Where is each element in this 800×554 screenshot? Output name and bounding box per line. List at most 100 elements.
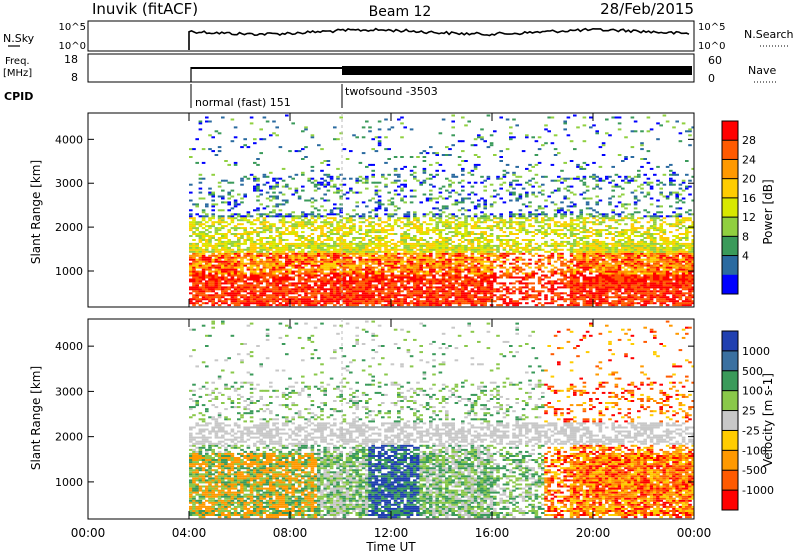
heatmap-cell bbox=[345, 260, 350, 263]
heatmap-cell bbox=[585, 278, 590, 281]
heatmap-cell bbox=[509, 276, 513, 279]
heatmap-cell bbox=[285, 288, 289, 291]
heatmap-cell bbox=[528, 163, 532, 166]
heatmap-cell bbox=[387, 213, 391, 216]
heatmap-cell bbox=[464, 225, 468, 228]
heatmap-cell bbox=[339, 252, 343, 255]
heatmap-cell bbox=[294, 254, 299, 257]
heatmap-cell bbox=[429, 258, 433, 261]
heatmap-cell bbox=[483, 217, 487, 220]
heatmap-cell bbox=[489, 229, 494, 232]
heatmap-cell bbox=[541, 211, 545, 214]
heatmap-cell bbox=[550, 274, 555, 277]
heatmap-cell bbox=[573, 278, 577, 281]
heatmap-cell bbox=[534, 246, 539, 249]
heatmap-cell bbox=[304, 199, 308, 202]
heatmap-cell bbox=[384, 294, 388, 297]
heatmap-cell bbox=[569, 280, 574, 283]
heatmap-cell bbox=[237, 233, 241, 235]
heatmap-cell bbox=[473, 300, 478, 303]
heatmap-cell bbox=[518, 217, 523, 220]
heatmap-cell bbox=[518, 225, 523, 228]
heatmap-cell bbox=[249, 288, 254, 291]
heatmap-cell bbox=[505, 250, 510, 253]
heatmap-cell bbox=[557, 292, 561, 295]
heatmap-cell bbox=[269, 225, 273, 228]
heatmap-cell bbox=[262, 294, 267, 297]
heatmap-cell bbox=[579, 237, 583, 239]
heatmap-cell bbox=[521, 227, 526, 230]
heatmap-cell bbox=[579, 260, 583, 263]
heatmap-cell bbox=[249, 268, 254, 271]
heatmap-cell bbox=[467, 197, 471, 200]
heatmap-cell bbox=[464, 256, 468, 259]
heatmap-cell bbox=[368, 229, 372, 232]
heatmap-cell bbox=[233, 292, 238, 295]
heatmap-cell bbox=[486, 215, 491, 218]
heatmap-cell bbox=[301, 276, 305, 279]
heatmap-cell bbox=[576, 262, 580, 265]
heatmap-cell bbox=[537, 191, 542, 194]
heatmap-cell bbox=[464, 246, 468, 249]
heatmap-cell bbox=[377, 219, 382, 222]
heatmap-cell bbox=[409, 244, 414, 247]
heatmap-cell bbox=[473, 239, 478, 241]
heatmap-cell bbox=[310, 302, 315, 305]
heatmap-cell bbox=[438, 217, 443, 220]
heatmap-cell bbox=[451, 302, 455, 305]
heatmap-cell bbox=[448, 237, 452, 239]
heatmap-cell bbox=[323, 298, 327, 301]
heatmap-cell bbox=[502, 302, 507, 305]
heatmap-cell bbox=[304, 254, 308, 257]
heatmap-cell bbox=[208, 282, 212, 285]
heatmap-cell bbox=[208, 227, 212, 230]
heatmap-cell bbox=[323, 233, 327, 235]
heatmap-cell bbox=[269, 304, 273, 307]
heatmap-cell bbox=[259, 288, 263, 291]
heatmap-cell bbox=[557, 254, 561, 257]
heatmap-cell bbox=[227, 262, 231, 265]
heatmap-cell bbox=[310, 221, 315, 224]
heatmap-cell bbox=[371, 242, 375, 245]
heatmap-cell bbox=[384, 177, 388, 180]
heatmap-cell bbox=[256, 227, 260, 230]
heatmap-cell bbox=[419, 290, 423, 293]
heatmap-cell bbox=[435, 290, 439, 293]
heatmap-cell bbox=[339, 229, 343, 232]
heatmap-cell bbox=[425, 270, 430, 273]
heatmap-cell bbox=[262, 183, 267, 186]
heatmap-cell bbox=[413, 246, 417, 249]
heatmap-cell bbox=[265, 246, 270, 249]
heatmap-cell bbox=[429, 173, 433, 176]
heatmap-cell bbox=[381, 229, 385, 232]
heatmap-cell bbox=[489, 274, 494, 277]
heatmap-cell bbox=[448, 191, 452, 194]
heatmap-cell bbox=[576, 217, 580, 220]
heatmap-cell bbox=[480, 252, 484, 255]
heatmap-cell bbox=[582, 304, 587, 307]
heatmap-cell bbox=[355, 272, 359, 275]
heatmap-cell bbox=[192, 246, 196, 249]
heatmap-cell bbox=[304, 280, 308, 283]
heatmap-cell bbox=[563, 300, 567, 303]
heatmap-cell bbox=[265, 215, 270, 218]
heatmap-cell bbox=[467, 242, 471, 245]
heatmap-cell bbox=[259, 246, 263, 249]
heatmap-cell bbox=[432, 207, 436, 210]
heatmap-cell bbox=[381, 262, 385, 265]
heatmap-cell bbox=[387, 128, 391, 131]
heatmap-cell bbox=[525, 244, 529, 247]
heatmap-cell bbox=[409, 286, 414, 289]
heatmap-cell bbox=[486, 266, 491, 269]
heatmap-cell bbox=[451, 278, 455, 281]
heatmap-cell bbox=[195, 252, 199, 255]
heatmap-cell bbox=[483, 252, 487, 255]
heatmap-cell bbox=[582, 262, 587, 265]
heatmap-cell bbox=[198, 258, 203, 261]
heatmap-cell bbox=[192, 298, 196, 301]
heatmap-cell bbox=[371, 138, 375, 141]
heatmap-cell bbox=[448, 284, 452, 287]
heatmap-cell bbox=[486, 217, 491, 220]
heatmap-cell bbox=[281, 282, 286, 285]
heatmap-cell bbox=[413, 272, 417, 275]
